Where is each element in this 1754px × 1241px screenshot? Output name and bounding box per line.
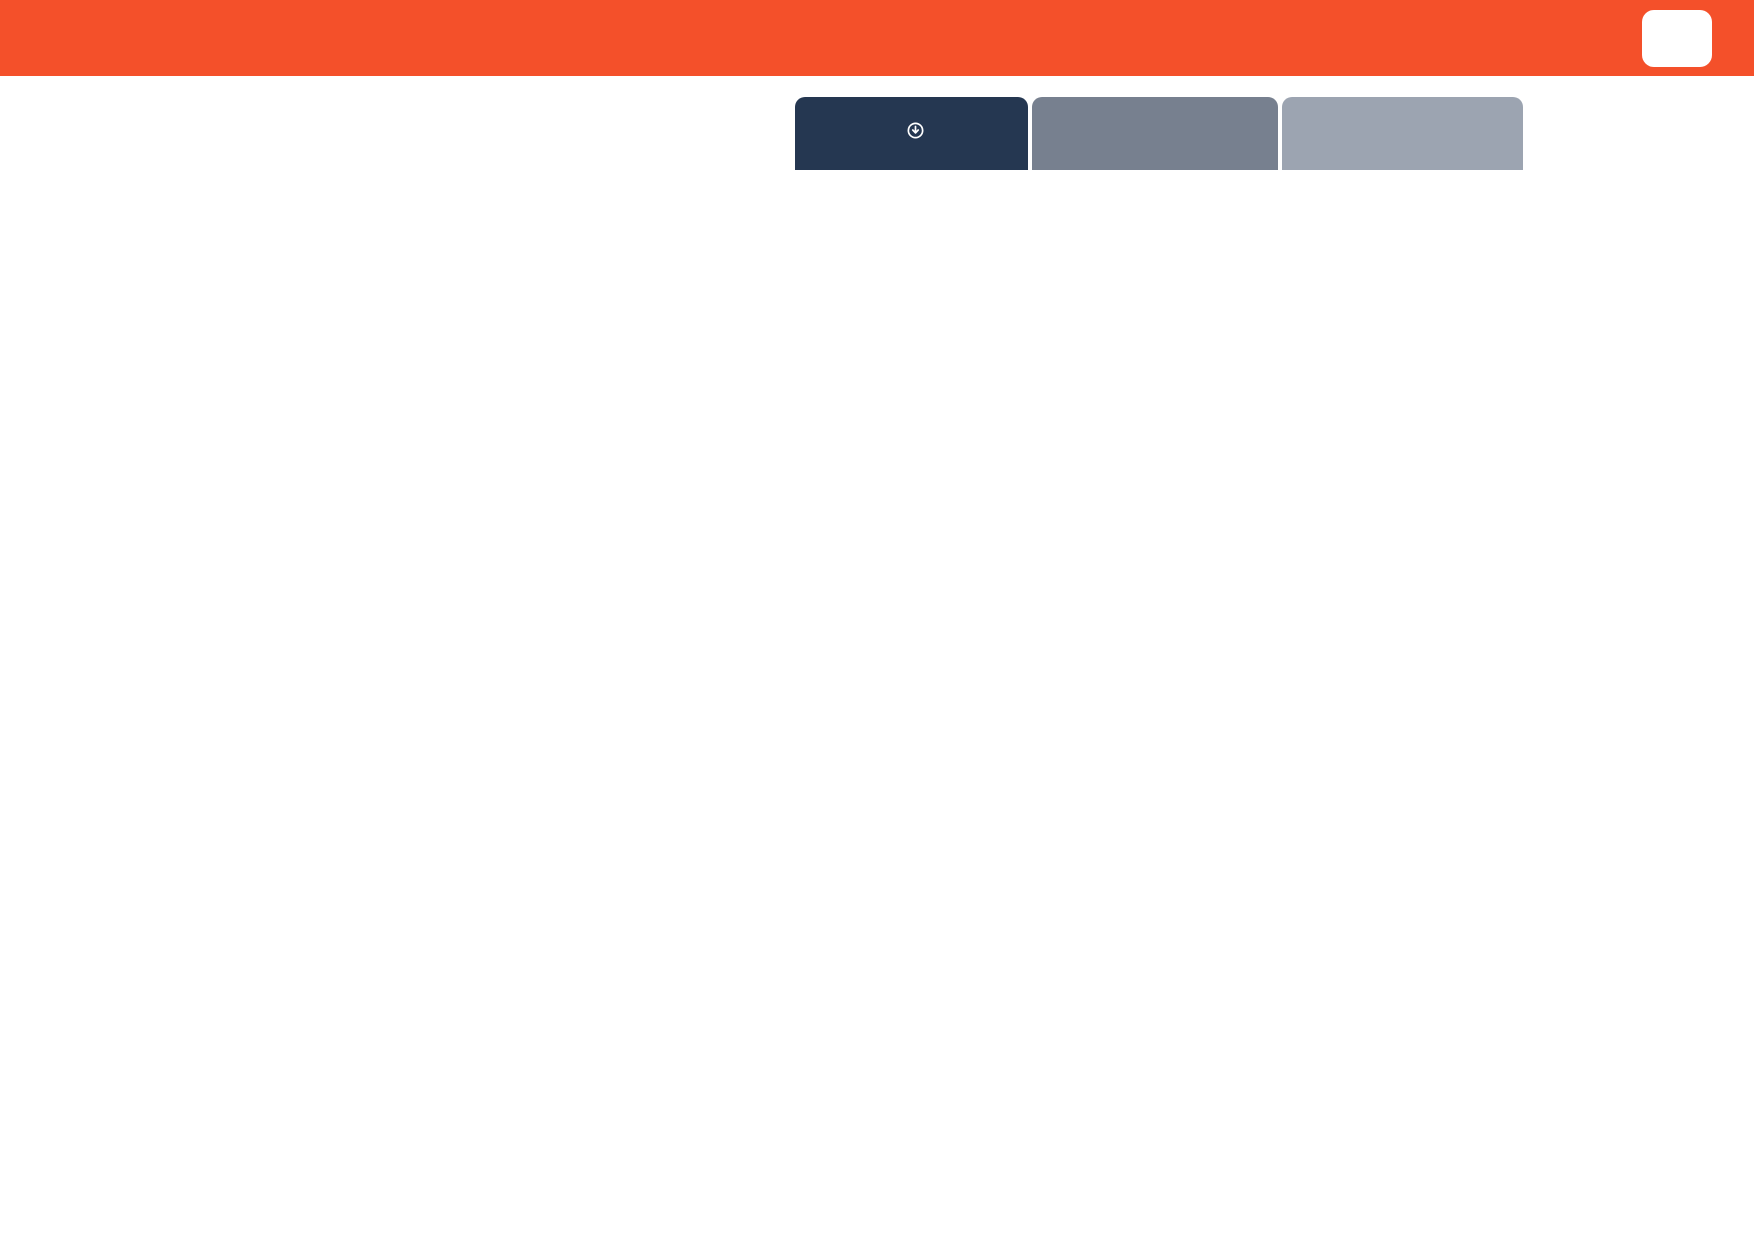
oztam-logo xyxy=(1642,10,1712,67)
footer-bar xyxy=(0,1223,1754,1241)
footer-bar-blue-segment xyxy=(0,1223,444,1241)
column-header-rank xyxy=(40,97,135,170)
column-header-total-tv-reach[interactable] xyxy=(795,97,1028,170)
footer-bar-green-segment xyxy=(887,1223,1754,1241)
table-grid xyxy=(40,97,1523,170)
column-header-total-tv-average-audience[interactable] xyxy=(1032,97,1278,170)
ratings-table xyxy=(0,97,1523,170)
sort-descending-icon xyxy=(907,122,924,146)
top-banner xyxy=(0,0,1754,76)
footer-bar-orange-segment xyxy=(444,1223,887,1241)
column-header-network xyxy=(660,97,795,170)
column-header-bvod-average-audience[interactable] xyxy=(1282,97,1523,170)
column-header-description xyxy=(135,97,660,170)
